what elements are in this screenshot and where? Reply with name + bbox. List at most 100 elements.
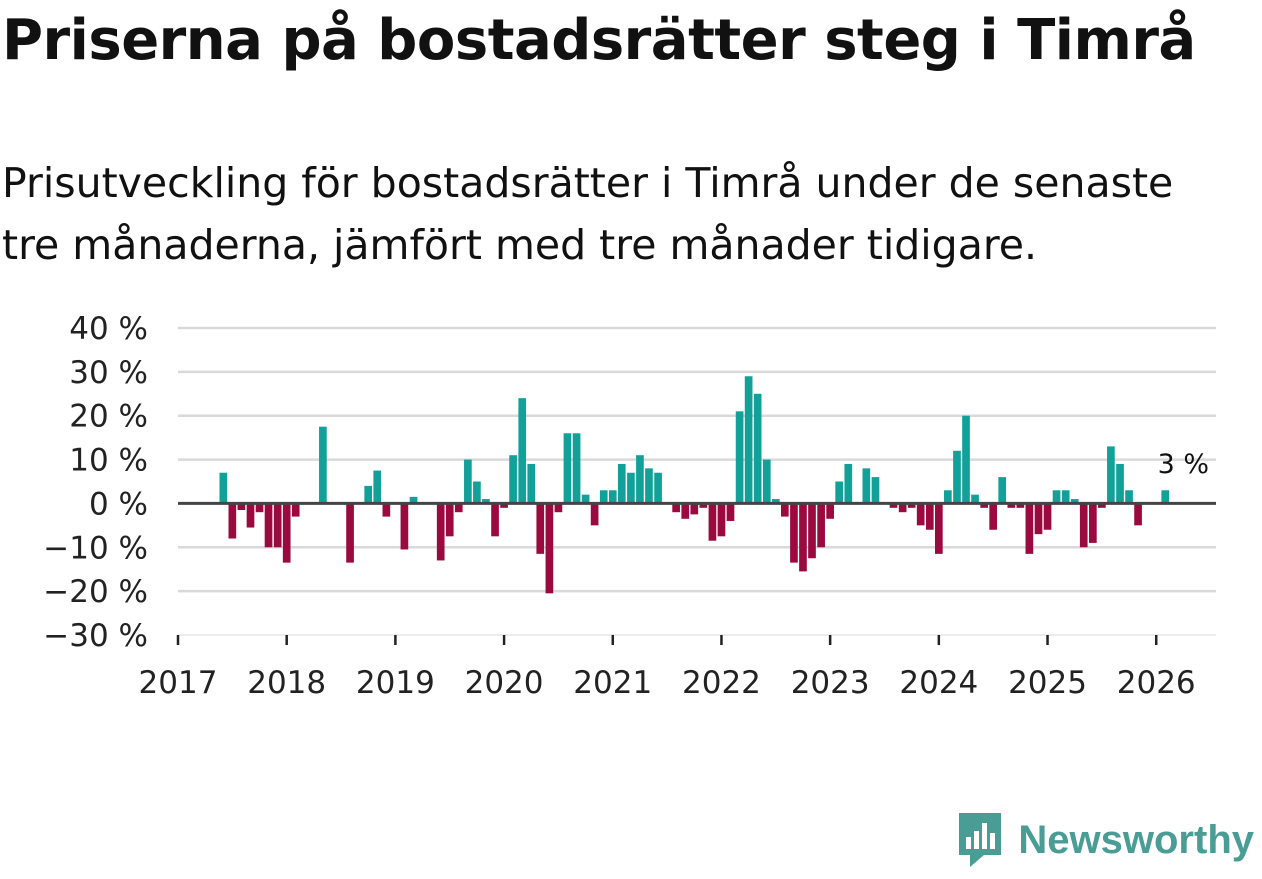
y-tick-label: 0 % (89, 486, 148, 522)
bar (898, 503, 907, 513)
bar (844, 463, 853, 504)
bar (264, 503, 273, 548)
x-tick-label: 2024 (899, 665, 978, 701)
bar (509, 455, 517, 504)
bar (780, 503, 789, 517)
bar (445, 503, 454, 537)
x-tick-label: 2019 (356, 665, 435, 701)
bar (1161, 490, 1170, 504)
bar (998, 477, 1007, 504)
bar (255, 503, 264, 513)
bar (916, 503, 925, 526)
bar (1089, 503, 1097, 543)
y-tick-label: −20 % (43, 574, 148, 610)
brand-name: Newsworthy (1018, 817, 1254, 862)
bar (762, 459, 771, 504)
bar (971, 494, 979, 504)
bar (1107, 446, 1115, 504)
bar (771, 499, 780, 504)
bar (627, 472, 635, 504)
bar (690, 503, 699, 515)
axes (176, 501, 1216, 645)
bar (944, 490, 952, 504)
bar (681, 503, 690, 519)
bar (590, 503, 599, 526)
x-tick-label: 2025 (1008, 665, 1087, 701)
bar (237, 503, 246, 511)
bar (454, 503, 463, 513)
y-tick-label: 30 % (69, 355, 148, 391)
bar (717, 503, 726, 537)
bar (799, 503, 807, 572)
bar (527, 463, 536, 504)
bar (1098, 503, 1106, 508)
brand-logo: Newsworthy (956, 811, 1254, 869)
newsworthy-logo-icon (959, 813, 1002, 867)
bar (753, 393, 762, 504)
bar (599, 490, 608, 504)
gridlines (178, 326, 1216, 593)
bar (563, 433, 572, 504)
bar (962, 415, 970, 504)
bar (364, 485, 373, 504)
bar (1134, 503, 1142, 526)
bar (273, 503, 282, 548)
bar (282, 503, 291, 563)
bar (319, 426, 327, 504)
bar (699, 503, 708, 508)
bar (1116, 463, 1124, 504)
x-tick-label: 2026 (1117, 665, 1196, 701)
bar (373, 470, 382, 504)
bar (654, 472, 662, 504)
bar (554, 503, 563, 513)
bar-chart: 40 % 30 % 20 % 10 % 0 % −10 % −20 % −30 % 2017 20… (43, 311, 1216, 701)
bar (246, 503, 255, 528)
bar (907, 503, 916, 508)
bar (228, 503, 237, 539)
bar (536, 503, 545, 554)
x-tick-label: 2023 (791, 665, 870, 701)
bar (473, 481, 481, 504)
bar (1007, 503, 1016, 508)
chart-title: Priserna på bostadsrätter steg i Timrå (2, 8, 1196, 73)
bar (409, 496, 418, 504)
bar (708, 503, 717, 541)
bar (1043, 503, 1052, 530)
y-tick-label: 40 % (69, 311, 148, 347)
y-tick-label: −30 % (43, 618, 148, 654)
bar (735, 411, 744, 504)
y-tick-label: 20 % (69, 399, 148, 435)
bar (482, 499, 490, 504)
bar (744, 376, 753, 504)
bar (672, 503, 680, 513)
bar (1025, 503, 1034, 554)
bars (219, 376, 1170, 594)
y-tick-label: 10 % (69, 443, 148, 479)
x-tick-label: 2022 (682, 665, 761, 701)
bar (989, 503, 998, 530)
bar (608, 490, 617, 504)
bar (581, 494, 590, 504)
bar (726, 503, 735, 521)
bar (1061, 490, 1070, 504)
bar (400, 503, 409, 550)
bar (1016, 503, 1025, 508)
bar (291, 503, 300, 517)
bar (636, 455, 644, 504)
bar (934, 503, 943, 554)
bar (871, 477, 880, 504)
bar (1070, 499, 1079, 504)
bar (862, 468, 871, 504)
bar (889, 503, 898, 508)
bar (491, 503, 499, 537)
bar (1079, 503, 1088, 548)
x-tick-label: 2021 (573, 665, 652, 701)
bar (953, 450, 961, 504)
bar (346, 503, 354, 563)
bar (464, 459, 472, 504)
bar (572, 433, 581, 504)
bar (382, 503, 391, 517)
bar (545, 503, 554, 594)
bar (835, 481, 844, 504)
bar (518, 398, 527, 504)
